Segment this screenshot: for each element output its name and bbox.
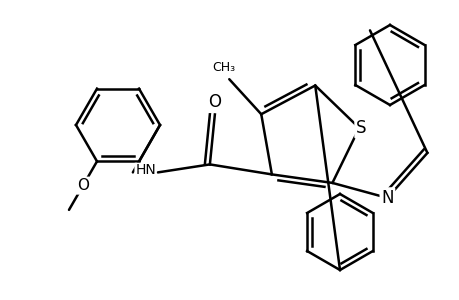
Text: CH₃: CH₃ (212, 61, 235, 74)
Text: O: O (77, 178, 89, 193)
Text: N: N (381, 189, 393, 207)
Text: S: S (355, 119, 366, 137)
Text: HN: HN (135, 164, 156, 177)
Text: O: O (208, 93, 221, 111)
